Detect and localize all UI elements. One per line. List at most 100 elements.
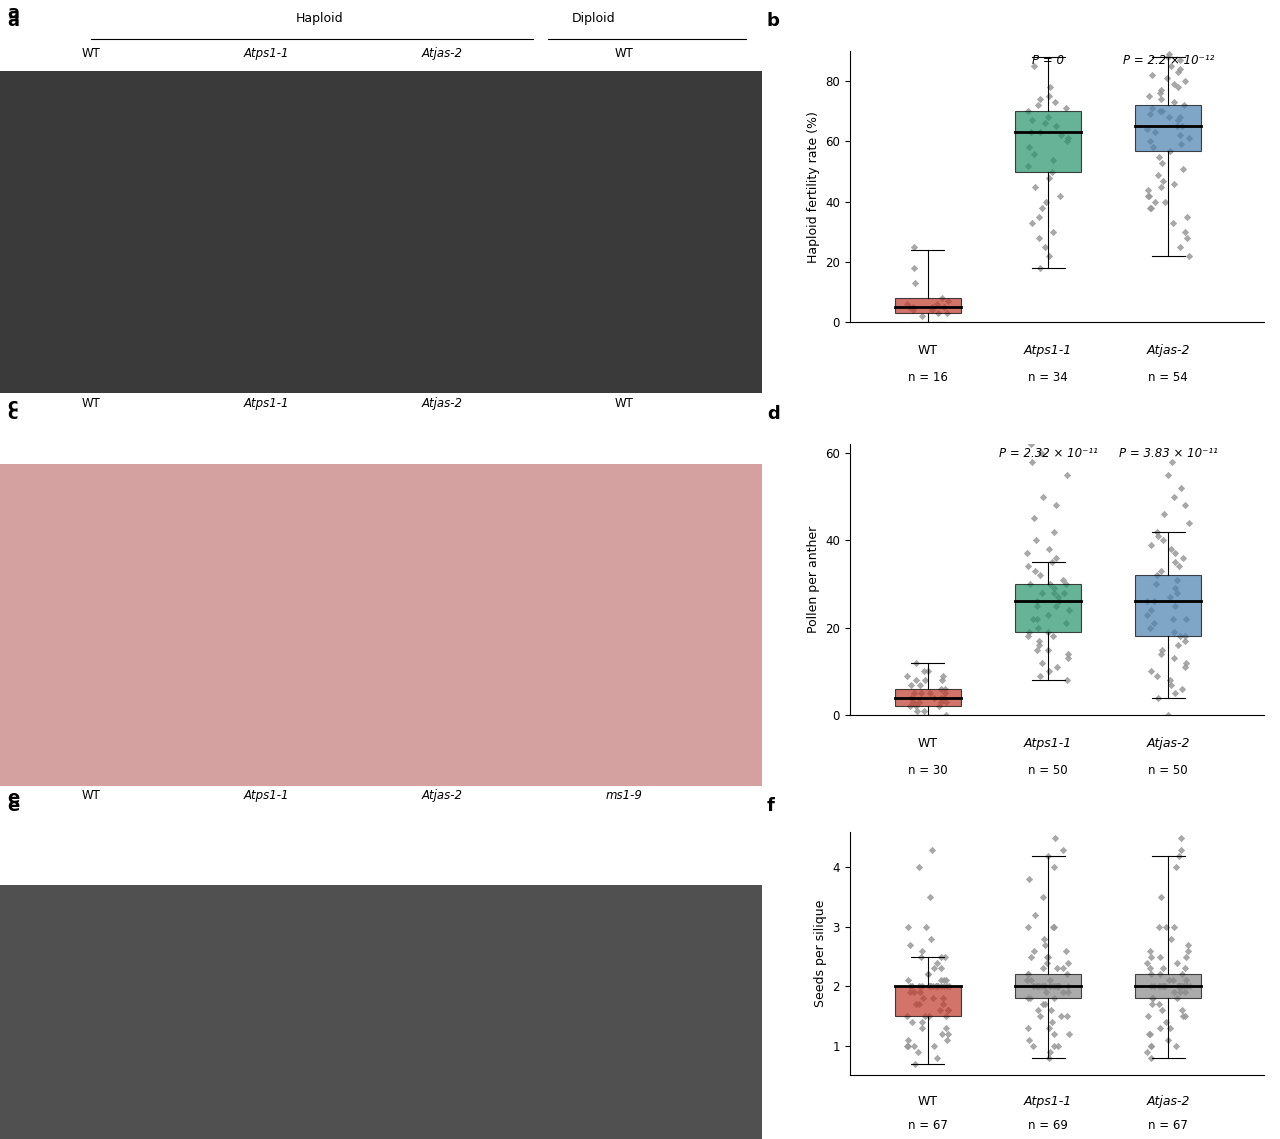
Point	[918, 966, 938, 984]
Bar	[1135, 975, 1202, 998]
Point	[1046, 597, 1066, 615]
Text: P = 2.32 × 10⁻¹¹: P = 2.32 × 10⁻¹¹	[998, 446, 1097, 460]
Text: a: a	[8, 3, 19, 22]
Point	[1151, 178, 1171, 196]
Text: e: e	[8, 796, 20, 814]
Point	[1179, 130, 1199, 148]
Point	[1151, 888, 1171, 907]
Text: Atps1-1: Atps1-1	[243, 789, 289, 803]
Point	[1155, 192, 1175, 211]
Point	[916, 918, 937, 936]
Point	[1137, 121, 1157, 139]
Point	[1164, 918, 1184, 936]
Point	[1167, 571, 1188, 589]
Point	[1165, 544, 1185, 563]
Point	[1039, 977, 1060, 995]
Point	[928, 304, 948, 322]
Point	[1057, 671, 1078, 689]
Point	[1179, 977, 1199, 995]
Text: WT: WT	[82, 396, 101, 410]
Point	[1164, 487, 1184, 506]
Point	[927, 977, 947, 995]
Point	[1037, 606, 1057, 624]
Point	[1172, 159, 1193, 178]
Point	[1171, 977, 1192, 995]
Point	[1029, 259, 1050, 277]
Point	[1020, 948, 1041, 966]
Point	[1164, 649, 1184, 667]
Point	[1137, 606, 1157, 624]
Point	[1165, 597, 1185, 615]
Point	[1175, 628, 1196, 646]
Point	[1152, 531, 1172, 549]
Point	[931, 972, 951, 990]
Point	[1169, 977, 1189, 995]
Point	[909, 995, 929, 1014]
Point	[937, 1031, 957, 1049]
Point	[1155, 977, 1175, 995]
Point	[896, 666, 916, 685]
Point	[1043, 977, 1064, 995]
Point	[900, 977, 920, 995]
Point	[1039, 1042, 1060, 1060]
Point	[1018, 966, 1038, 984]
Point	[1178, 229, 1198, 247]
Point	[1030, 1007, 1051, 1025]
Point	[1046, 117, 1066, 136]
Point	[924, 959, 945, 977]
Point	[1157, 69, 1178, 88]
Text: n = 34: n = 34	[1028, 371, 1068, 384]
Point	[931, 680, 951, 698]
Text: Atjas-2: Atjas-2	[421, 47, 462, 60]
Bar	[0, 0, 762, 71]
Point	[937, 1025, 957, 1043]
Point	[927, 977, 947, 995]
Point	[1140, 959, 1161, 977]
Point	[1027, 977, 1047, 995]
Point	[1047, 977, 1068, 995]
Point	[1167, 117, 1188, 136]
Text: Atjas-2: Atjas-2	[421, 396, 462, 410]
Point	[1018, 966, 1038, 984]
Text: Atps1-1: Atps1-1	[1024, 1095, 1073, 1108]
Point	[914, 663, 934, 681]
Point	[1020, 575, 1041, 593]
Point	[1140, 535, 1161, 554]
Point	[1047, 658, 1068, 677]
Point	[1038, 948, 1059, 966]
Point	[1030, 444, 1051, 462]
Point	[1046, 977, 1066, 995]
Point	[924, 1036, 945, 1055]
Point	[933, 689, 954, 707]
Point	[1028, 96, 1048, 114]
Point	[934, 948, 955, 966]
Point	[1161, 929, 1181, 948]
Point	[1042, 554, 1062, 572]
Point	[1028, 977, 1048, 995]
Point	[922, 841, 942, 859]
Point	[1042, 163, 1062, 181]
Point	[1036, 935, 1056, 953]
Point	[1038, 846, 1059, 865]
Point	[1152, 640, 1172, 658]
Point	[923, 977, 943, 995]
Point	[904, 1036, 924, 1055]
Point	[1175, 654, 1196, 672]
Point	[1137, 592, 1157, 611]
Point	[1175, 497, 1196, 515]
Point	[1029, 632, 1050, 650]
Point	[1043, 223, 1064, 241]
Bar	[0, 885, 762, 1139]
Point	[899, 972, 919, 990]
Point	[1019, 1031, 1039, 1049]
Point	[1039, 1049, 1060, 1067]
Point	[1148, 165, 1169, 183]
Point	[938, 1001, 959, 1019]
Point	[937, 304, 957, 322]
Point	[1153, 959, 1174, 977]
Point	[1171, 1001, 1192, 1019]
Point	[1038, 1018, 1059, 1036]
Point	[1152, 1001, 1172, 1019]
Point	[1171, 829, 1192, 847]
Point	[1019, 138, 1039, 156]
